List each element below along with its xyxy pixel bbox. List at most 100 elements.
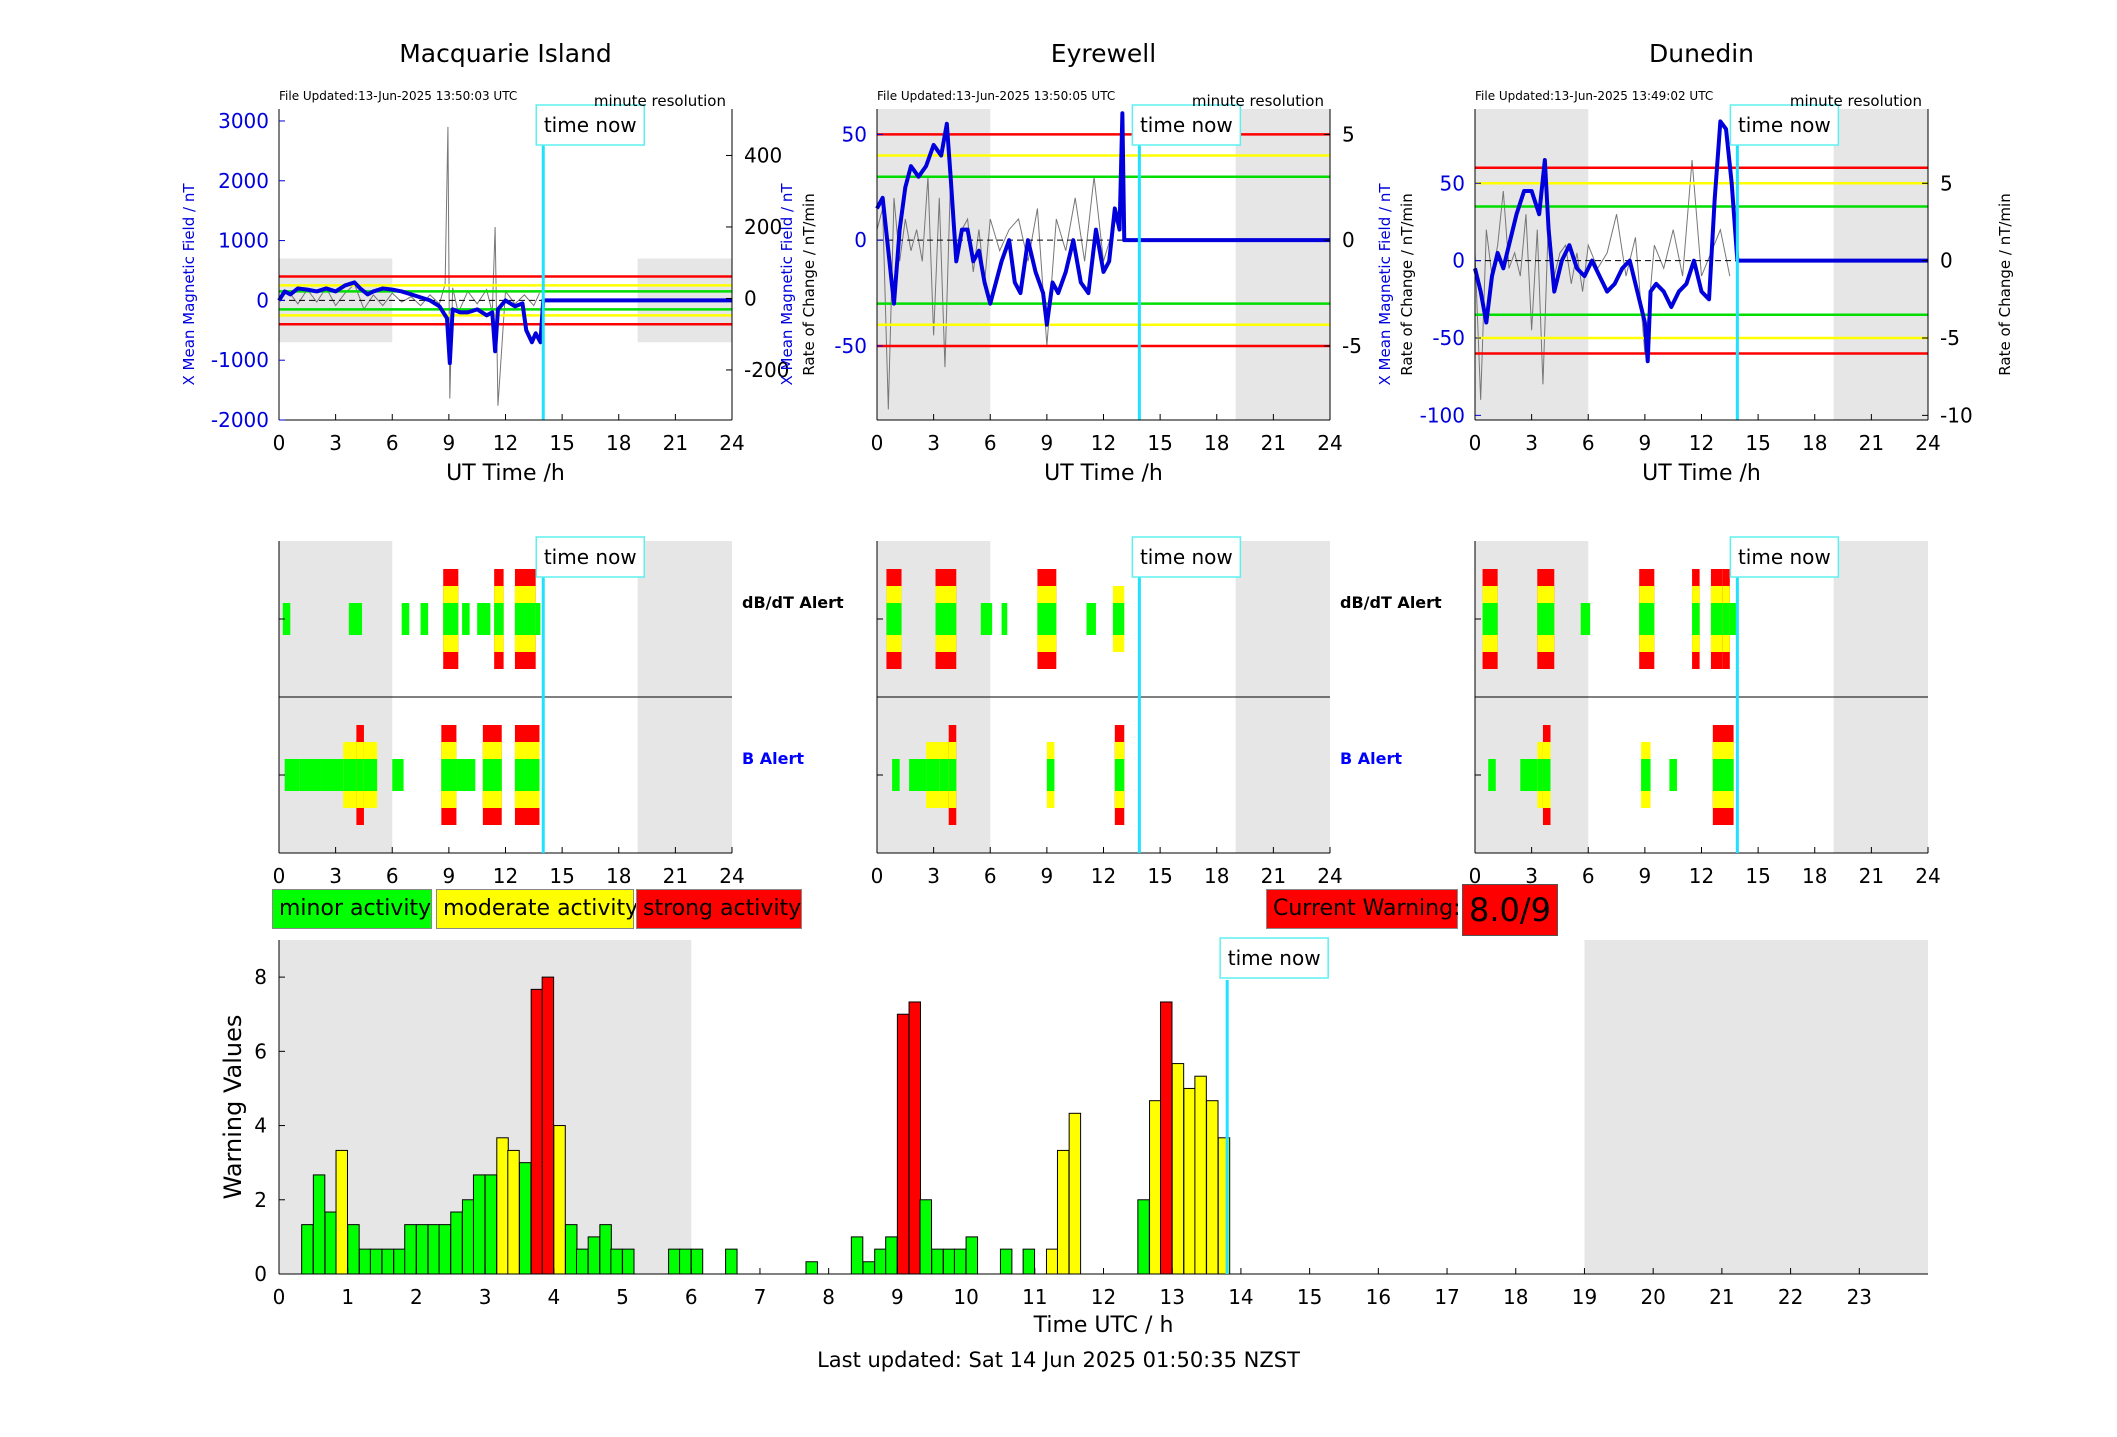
b-alert-bar-minor bbox=[1669, 759, 1677, 791]
dbdt-alert-bar-minor bbox=[401, 603, 410, 635]
warning-bar bbox=[312, 1174, 326, 1275]
x-tick-label: 21 bbox=[1261, 431, 1286, 455]
warning-y-tick-label: 0 bbox=[254, 1262, 267, 1286]
b-alert-bar-minor bbox=[482, 759, 502, 791]
warning-bar bbox=[404, 1224, 417, 1275]
right-axis-title: Rate of Change / nT/min bbox=[1398, 193, 1416, 375]
x-axis-label: UT Time /h bbox=[446, 461, 565, 486]
b-alert-bar-minor bbox=[926, 759, 940, 791]
left-axis-title: X Mean Magnetic Field / nT bbox=[180, 183, 198, 386]
alert-x-tick-label: 15 bbox=[1745, 864, 1770, 888]
legend-strong-activity: strong activity bbox=[636, 889, 802, 929]
b-alert-bar-minor bbox=[1488, 759, 1496, 791]
station-title: Eyrewell bbox=[1051, 39, 1156, 68]
warning-x-tick-label: 16 bbox=[1366, 1285, 1391, 1309]
x-tick-label: 9 bbox=[1041, 431, 1054, 455]
warning-bar bbox=[461, 1199, 475, 1275]
alert-x-tick-label: 12 bbox=[1689, 864, 1714, 888]
dbdt-alert-bar-minor bbox=[1482, 603, 1498, 635]
b-alert-bar-minor bbox=[1046, 759, 1055, 791]
right-axis-title: Rate of Change / nT/min bbox=[800, 193, 818, 375]
left-axis-title: X Mean Magnetic Field / nT bbox=[778, 183, 796, 386]
time-now-label: time now bbox=[1140, 545, 1233, 569]
right-tick-label: 5 bbox=[1940, 171, 1953, 195]
warning-bar bbox=[1160, 1001, 1173, 1275]
night-shading bbox=[1833, 109, 1928, 420]
dbdt-alert-bar-minor bbox=[1580, 603, 1591, 635]
magnetic-field-trace bbox=[277, 280, 732, 366]
x-tick-label: 6 bbox=[1582, 431, 1595, 455]
b-alert-bar-minor bbox=[456, 759, 476, 791]
warning-bar bbox=[496, 1137, 509, 1275]
x-tick-label: 3 bbox=[1525, 431, 1538, 455]
x-tick-label: 12 bbox=[493, 431, 518, 455]
time-now-box bbox=[1131, 536, 1242, 578]
x-axis-label: UT Time /h bbox=[1642, 461, 1761, 486]
resolution-text: minute resolution bbox=[594, 92, 726, 110]
warning-bar bbox=[1045, 1248, 1059, 1275]
b-alert-bar-minor bbox=[909, 759, 927, 791]
time-now-label: time now bbox=[544, 545, 637, 569]
right-tick-label: 0 bbox=[1940, 249, 1953, 273]
alert-panel-0: time now 0 3 6 9 12 15 18 21 24 dB/dT Alert B Alert bbox=[273, 536, 844, 888]
warning-bar bbox=[301, 1224, 314, 1275]
alert-panel-2: time now 0 3 6 9 12 15 18 21 24 bbox=[1469, 536, 1941, 888]
last-updated-text: Last updated: Sat 14 Jun 2025 01:50:35 N… bbox=[817, 1348, 1300, 1372]
x-tick-label: 6 bbox=[984, 431, 997, 455]
warning-bar bbox=[541, 976, 555, 1275]
night-shading bbox=[279, 258, 393, 343]
time-now-box bbox=[1131, 104, 1242, 146]
dbdt-alert-bar-minor bbox=[886, 603, 902, 635]
warning-bar bbox=[942, 1248, 956, 1275]
warning-bar bbox=[908, 1001, 922, 1275]
warning-bar bbox=[874, 1248, 887, 1275]
left-axis-title: X Mean Magnetic Field / nT bbox=[1376, 183, 1394, 386]
warning-bar bbox=[369, 1248, 383, 1275]
warning-bar bbox=[507, 1149, 520, 1275]
b-alert-bar-minor bbox=[343, 759, 357, 791]
warning-bar bbox=[1022, 1248, 1036, 1275]
alert-x-tick-label: 9 bbox=[1041, 864, 1054, 888]
left-tick-label: -50 bbox=[1432, 326, 1465, 350]
x-tick-label: 3 bbox=[329, 431, 342, 455]
x-tick-label: 15 bbox=[1745, 431, 1770, 455]
warning-bar bbox=[576, 1248, 589, 1275]
time-now-label: time now bbox=[1140, 113, 1233, 137]
dbdt-alert-bar-minor bbox=[1729, 603, 1737, 635]
x-tick-label: 9 bbox=[1639, 431, 1652, 455]
right-axis-title: Rate of Change / nT/min bbox=[1996, 193, 2014, 375]
current-warning-label: Current Warning: bbox=[1266, 889, 1460, 929]
warning-bar bbox=[415, 1224, 429, 1275]
warning-x-tick-label: 14 bbox=[1228, 1285, 1253, 1309]
left-tick-label: -2000 bbox=[211, 408, 269, 432]
dbdt-alert-bar-minor bbox=[1037, 603, 1057, 635]
warning-bar bbox=[1149, 1100, 1162, 1275]
alert-x-tick-label: 3 bbox=[1525, 864, 1538, 888]
b-alert-bar-minor bbox=[320, 759, 344, 791]
x-tick-label: 24 bbox=[1915, 431, 1940, 455]
warning-x-tick-label: 9 bbox=[891, 1285, 904, 1309]
alert-x-tick-label: 18 bbox=[1802, 864, 1827, 888]
dbdt-alert-bar-minor bbox=[443, 603, 459, 635]
warning-bar bbox=[862, 1261, 875, 1275]
warning-bar bbox=[1183, 1087, 1196, 1275]
dbdt-alert-bar-minor bbox=[462, 603, 470, 635]
night-shading bbox=[1475, 109, 1589, 420]
x-tick-label: 18 bbox=[606, 431, 631, 455]
right-tick-label: -10 bbox=[1940, 403, 1973, 427]
file-updated-text: File Updated:13-Jun-2025 13:49:02 UTC bbox=[1475, 89, 1713, 103]
warning-x-tick-label: 18 bbox=[1503, 1285, 1528, 1309]
alert-x-tick-label: 24 bbox=[719, 864, 744, 888]
time-now-label: time now bbox=[544, 113, 637, 137]
warning-x-tick-label: 19 bbox=[1572, 1285, 1597, 1309]
warning-bar bbox=[919, 1199, 933, 1275]
dbdt-alert-bar-minor bbox=[1722, 603, 1730, 635]
warning-bar bbox=[587, 1236, 601, 1275]
warning-bar bbox=[850, 1236, 864, 1275]
alert-panel-1: time now 0 3 6 9 12 15 18 21 24 dB/dT Alert B Alert bbox=[871, 536, 1442, 888]
b-alert-bar-minor bbox=[1641, 759, 1651, 791]
file-updated-text: File Updated:13-Jun-2025 13:50:05 UTC bbox=[877, 89, 1115, 103]
dbdt-alert-bar-minor bbox=[1001, 603, 1008, 635]
